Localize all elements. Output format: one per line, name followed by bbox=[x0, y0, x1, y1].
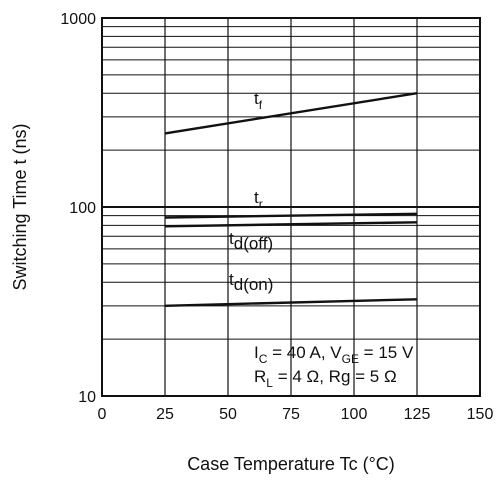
series-line-td-on bbox=[164, 298, 418, 307]
conditions-line-2: RL = 4 Ω, Rg = 5 Ω bbox=[254, 367, 397, 390]
series-line-td-off bbox=[164, 221, 418, 228]
label-tr: tr bbox=[254, 188, 263, 211]
grid-lines bbox=[102, 18, 480, 396]
series-lines bbox=[164, 92, 418, 307]
series-line-tr bbox=[164, 212, 418, 219]
x-tick-label: 0 bbox=[98, 406, 107, 423]
x-tick-label: 50 bbox=[219, 406, 237, 423]
label-td-on: td(on) bbox=[229, 270, 273, 294]
x-tick-label: 150 bbox=[467, 406, 494, 423]
x-tick-label: 75 bbox=[282, 406, 300, 423]
x-tick-label: 100 bbox=[341, 406, 368, 423]
label-td-off: td(off) bbox=[229, 229, 273, 253]
x-axis-title: Case Temperature Tc (°C) bbox=[187, 454, 395, 474]
y-tick-label: 100 bbox=[69, 200, 96, 217]
label-tf: tf bbox=[254, 89, 263, 112]
plot-frame bbox=[101, 17, 481, 397]
x-tick-label: 25 bbox=[156, 406, 174, 423]
conditions-line-1: IC = 40 A, VGE = 15 V bbox=[254, 343, 414, 366]
x-tick-label: 125 bbox=[404, 406, 431, 423]
y-tick-label: 10 bbox=[78, 389, 96, 406]
y-tick-label: 1000 bbox=[60, 11, 96, 28]
series-line-tf bbox=[164, 92, 418, 135]
tick-labels: 0 25 50 75 100 125 150 10 100 1000 bbox=[60, 11, 493, 423]
y-axis-title: Switching Time t (ns) bbox=[10, 123, 30, 290]
